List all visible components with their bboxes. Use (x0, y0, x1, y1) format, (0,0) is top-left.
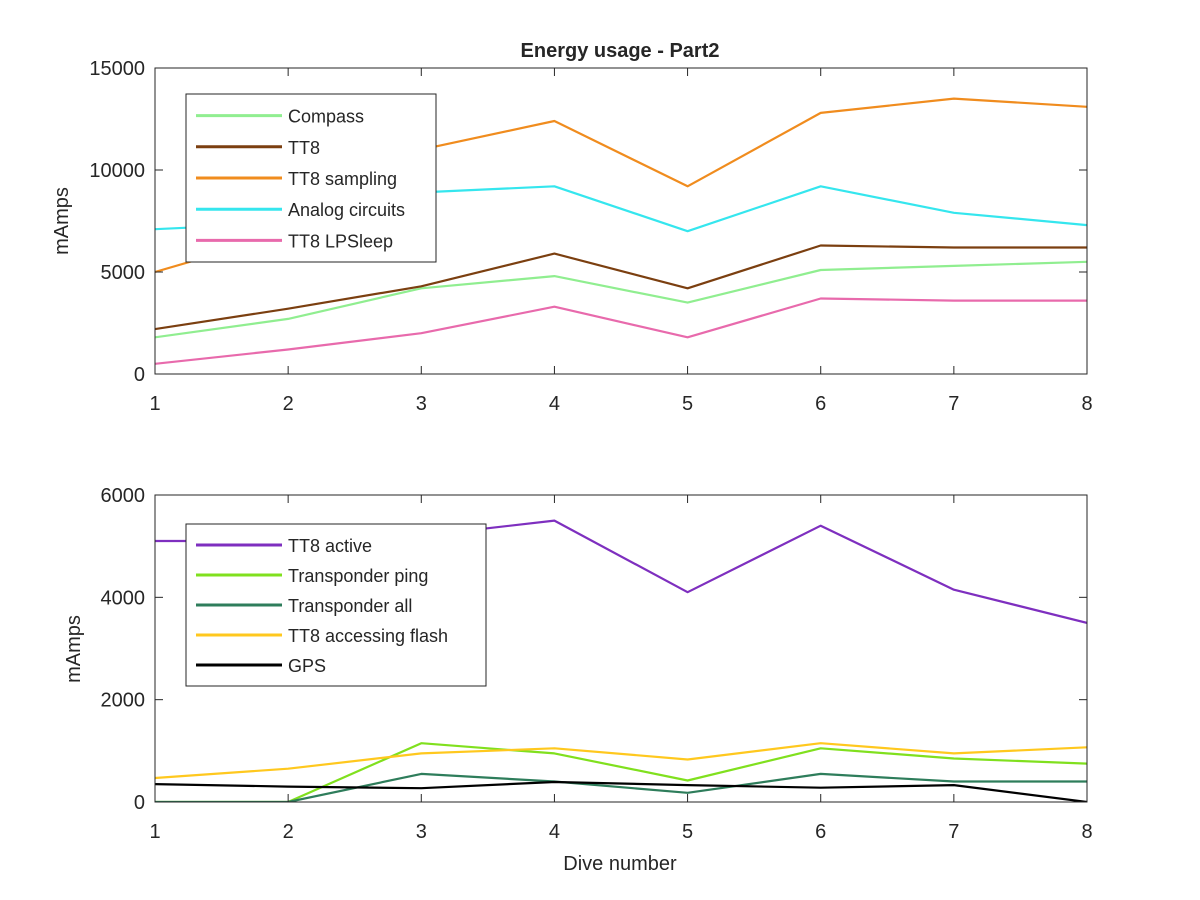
x-tick-label: 3 (416, 821, 427, 843)
y-tick-label: 0 (134, 364, 145, 386)
x-tick-label: 2 (283, 393, 294, 415)
legend-label-tt8-active: TT8 active (288, 536, 372, 556)
y-axis-label-top: mAmps (51, 187, 73, 255)
y-tick-label: 6000 (101, 485, 146, 507)
axes-box (154, 494, 1088, 803)
series-line-transponder-ping (155, 742, 1087, 802)
x-tick-label: 7 (948, 821, 959, 843)
legend-label-transponder-ping: Transponder ping (288, 566, 428, 586)
series-line-tt8-lpsleep (155, 297, 1087, 365)
legend-label-tt8-sampling: TT8 sampling (288, 169, 397, 189)
legend-label-compass: Compass (288, 107, 364, 127)
y-tick-label: 2000 (101, 690, 146, 712)
x-tick-label: 8 (1081, 821, 1092, 843)
x-tick-label: 3 (416, 393, 427, 415)
legend-label-tt8-accessing-flash: TT8 accessing flash (288, 626, 448, 646)
legend-label-analog-circuits: Analog circuits (288, 200, 405, 220)
energy-axes-bottom: 1 2 3 4 5 6 7 8 0 2000 4000 6000 TT8 active Transpond… (101, 485, 1093, 843)
x-tick-label: 2 (283, 821, 294, 843)
series-line-transponder-all (155, 772, 1087, 802)
series-line-gps (155, 780, 1087, 802)
legend-label-gps: GPS (288, 656, 326, 676)
legend-label-tt8-lpsleep: TT8 LPSleep (288, 231, 393, 251)
x-tick-label: 1 (149, 393, 160, 415)
x-tick-label: 5 (682, 821, 693, 843)
y-axis-label-bottom: mAmps (63, 615, 85, 683)
x-tick-label: 4 (549, 393, 560, 415)
legend-label-transponder-all: Transponder all (288, 596, 412, 616)
x-tick-label: 4 (549, 821, 560, 843)
series-lines (155, 519, 1087, 802)
x-tick-label: 8 (1081, 393, 1092, 415)
legend-label-tt8: TT8 (288, 138, 320, 158)
series-line-tt8 (155, 244, 1087, 331)
legend: Compass TT8 TT8 sampling Analog circuits TT8… (185, 93, 437, 263)
series-line-compass (155, 260, 1087, 339)
legend: TT8 active Transponder ping Transponder al… (185, 523, 487, 687)
axes-box (154, 67, 1088, 375)
y-tick-label: 4000 (101, 587, 146, 609)
y-tick-label: 0 (134, 792, 145, 814)
x-axis-label-bottom: Dive number (563, 853, 677, 875)
x-tick-label: 5 (682, 393, 693, 415)
x-tick-label: 1 (149, 821, 160, 843)
y-tick-label: 10000 (89, 160, 145, 182)
y-tick-label: 5000 (101, 262, 146, 284)
chart-title: Energy usage - Part2 (521, 40, 720, 62)
series-line-tt8-accessing-flash (155, 742, 1087, 780)
x-tick-label: 7 (948, 393, 959, 415)
x-tick-label: 6 (815, 393, 826, 415)
energy-axes-top: 1 2 3 4 5 6 7 8 0 5000 10000 15000 Compass TT8 TT8 sam… (89, 58, 1092, 415)
y-tick-label: 15000 (89, 58, 145, 80)
x-tick-label: 6 (815, 821, 826, 843)
